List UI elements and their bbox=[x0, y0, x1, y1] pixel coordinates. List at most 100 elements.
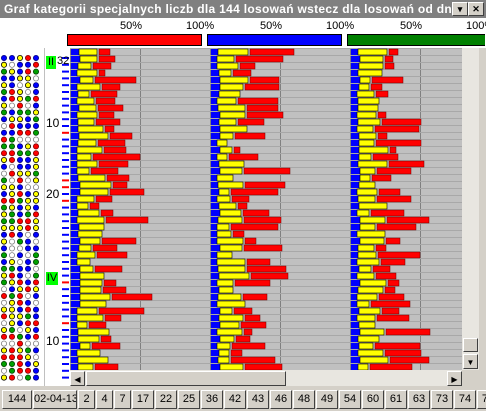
ball-icon bbox=[33, 238, 40, 245]
blue-bar bbox=[211, 343, 217, 349]
number-button[interactable]: 54 bbox=[339, 390, 361, 409]
number-button[interactable]: 17 bbox=[132, 390, 154, 409]
ball-icon bbox=[16, 157, 23, 164]
number-button[interactable]: 48 bbox=[293, 390, 315, 409]
yellow-bar bbox=[77, 139, 97, 147]
blue-bar bbox=[351, 203, 359, 209]
number-button[interactable]: 49 bbox=[316, 390, 338, 409]
red-bar bbox=[380, 258, 406, 266]
number-button[interactable]: 73 bbox=[431, 390, 453, 409]
yellow-bar bbox=[218, 90, 241, 98]
ball-icon bbox=[1, 170, 7, 177]
number-button[interactable]: 75 bbox=[477, 390, 486, 409]
blue-bar bbox=[351, 273, 357, 279]
ball-icon bbox=[24, 299, 31, 306]
ball-icon bbox=[8, 102, 15, 109]
ball-icon bbox=[33, 231, 40, 238]
ball-icon bbox=[24, 354, 31, 361]
ball-icon bbox=[24, 129, 31, 136]
ball-icon bbox=[8, 265, 15, 272]
ball-icon bbox=[16, 211, 23, 218]
ball-icon bbox=[33, 218, 40, 225]
blue-bar bbox=[211, 63, 217, 69]
scroll-left-button[interactable]: ◀ bbox=[70, 371, 85, 386]
ball-icon bbox=[1, 143, 7, 150]
red-bar bbox=[244, 314, 261, 322]
row-tick bbox=[62, 315, 69, 318]
yellow-bar bbox=[79, 342, 91, 350]
ball-icon bbox=[8, 218, 15, 225]
number-button[interactable]: 4 bbox=[96, 390, 113, 409]
yellow-bar bbox=[359, 279, 387, 287]
blue-bar bbox=[211, 133, 220, 139]
ball-icon bbox=[33, 136, 40, 143]
number-button[interactable]: 46 bbox=[270, 390, 292, 409]
row-line bbox=[70, 174, 462, 175]
row-tick bbox=[62, 329, 69, 331]
number-button[interactable]: 43 bbox=[247, 390, 269, 409]
number-button[interactable]: 7 bbox=[114, 390, 131, 409]
blue-bar bbox=[351, 168, 360, 174]
number-button[interactable]: 25 bbox=[178, 390, 200, 409]
red-bar bbox=[381, 118, 422, 126]
scroll-down-button[interactable]: ▼ bbox=[463, 354, 478, 369]
blue-bar bbox=[351, 105, 358, 111]
horizontal-scroll-thumb[interactable] bbox=[86, 371, 286, 386]
number-button[interactable]: 22 bbox=[155, 390, 177, 409]
blue-bar bbox=[71, 266, 80, 272]
blue-bar bbox=[71, 350, 77, 356]
yellow-bar bbox=[357, 97, 380, 105]
blue-bar bbox=[71, 49, 79, 55]
ball-icon bbox=[33, 326, 40, 333]
blue-bar bbox=[351, 119, 358, 125]
yellow-bar bbox=[356, 293, 378, 301]
ball-icon bbox=[24, 340, 31, 347]
ball-icon bbox=[8, 95, 15, 102]
ball-icon bbox=[1, 75, 7, 82]
ball-icon bbox=[8, 306, 15, 313]
ball-icon bbox=[1, 211, 7, 218]
number-button[interactable]: 2 bbox=[78, 390, 95, 409]
red-bar bbox=[388, 160, 425, 168]
row-tick bbox=[62, 247, 69, 250]
row-tick bbox=[62, 288, 69, 291]
vertical-scrollbar[interactable]: ▼ bbox=[462, 48, 479, 370]
number-button[interactable]: 61 bbox=[385, 390, 407, 409]
ball-icon bbox=[33, 292, 40, 299]
close-button[interactable]: ✕ bbox=[468, 2, 484, 16]
red-bar bbox=[246, 104, 279, 112]
red-bar bbox=[384, 286, 396, 294]
number-button[interactable]: 60 bbox=[362, 390, 384, 409]
number-button[interactable]: 74 bbox=[454, 390, 476, 409]
row-tick bbox=[62, 125, 69, 127]
vertical-scroll-thumb[interactable] bbox=[463, 338, 478, 352]
ball-icon bbox=[1, 238, 7, 245]
blue-bar bbox=[351, 308, 359, 314]
number-button[interactable]: 42 bbox=[224, 390, 246, 409]
ball-icon bbox=[1, 258, 7, 265]
red-bar bbox=[375, 139, 422, 147]
number-button[interactable]: 144 bbox=[2, 390, 32, 409]
menu-button[interactable]: ▾ bbox=[452, 2, 468, 16]
ball-icon bbox=[8, 55, 15, 61]
blue-bar bbox=[71, 70, 77, 76]
ball-icon bbox=[8, 286, 15, 293]
row-tick bbox=[62, 308, 69, 311]
blue-bar bbox=[351, 217, 360, 223]
ball-icon bbox=[16, 224, 23, 231]
ball-icon bbox=[1, 340, 7, 347]
blue-bar bbox=[71, 98, 77, 104]
horizontal-scrollbar[interactable]: ◀ ▶ bbox=[70, 370, 462, 386]
number-button[interactable]: 63 bbox=[408, 390, 430, 409]
ball-icon bbox=[16, 197, 23, 204]
yellow-bar bbox=[356, 300, 370, 308]
scroll-right-button[interactable]: ▶ bbox=[447, 371, 462, 386]
red-bar bbox=[109, 188, 145, 196]
number-button[interactable]: 02-04-13 bbox=[33, 390, 77, 409]
blue-bar bbox=[211, 287, 219, 293]
ball-icon bbox=[8, 272, 15, 279]
row-tick bbox=[62, 376, 69, 379]
number-button[interactable]: 36 bbox=[201, 390, 223, 409]
ball-icon bbox=[33, 129, 40, 136]
